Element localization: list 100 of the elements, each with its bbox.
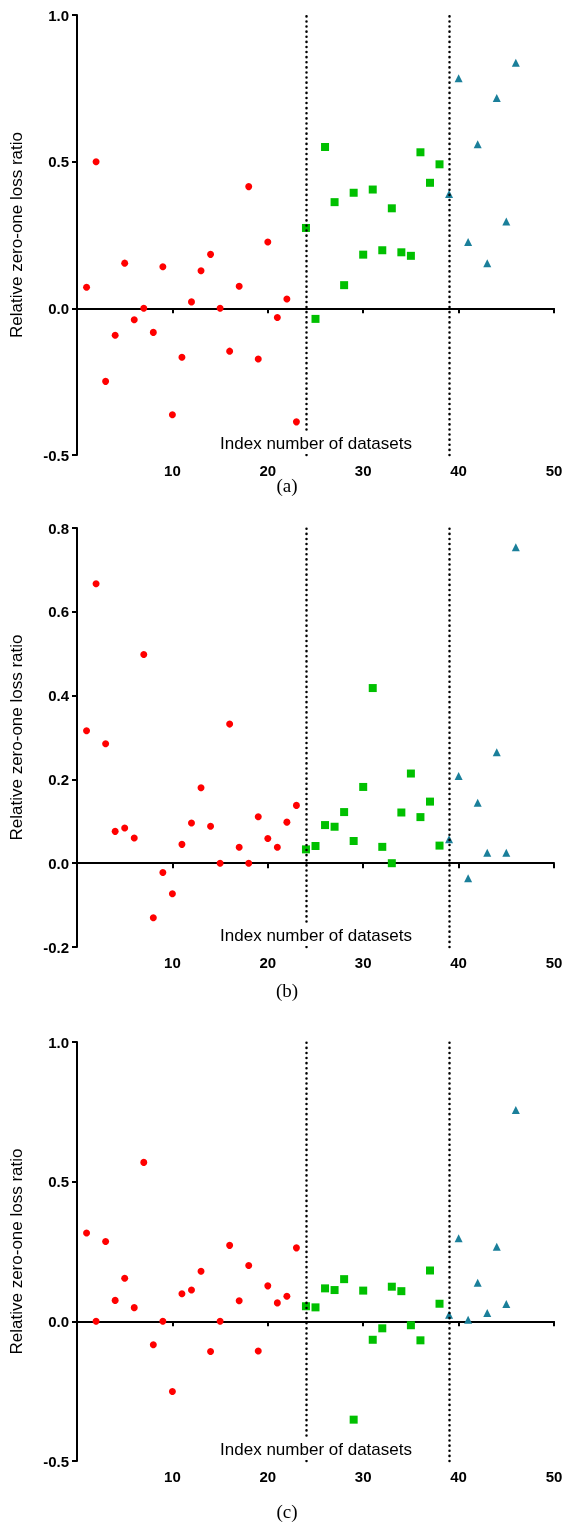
point (121, 259, 129, 267)
point (149, 328, 157, 336)
point (511, 1105, 520, 1114)
point (168, 890, 176, 898)
point (330, 822, 339, 831)
point (130, 834, 138, 842)
y-tick-label: -0.2 (43, 938, 69, 956)
text: (b) (275, 980, 299, 1002)
point (235, 1297, 243, 1305)
point (492, 1242, 501, 1251)
point (226, 1241, 234, 1249)
point (187, 819, 195, 827)
point (397, 248, 406, 257)
point (273, 313, 281, 321)
point (283, 818, 291, 826)
point (387, 204, 396, 213)
point (387, 859, 396, 868)
x-tick-label: 30 (354, 1468, 372, 1485)
point (121, 1274, 129, 1282)
point (111, 331, 119, 339)
point (273, 843, 281, 851)
y-tick-label: 0.4 (48, 687, 70, 705)
y-tick-label: 0.0 (48, 854, 69, 872)
point (92, 1317, 100, 1325)
y-tick-label: 0.5 (48, 1173, 69, 1191)
point (111, 827, 119, 835)
point (416, 813, 425, 822)
point (416, 148, 425, 157)
point (378, 1324, 387, 1333)
point (264, 238, 272, 246)
point (349, 1415, 358, 1424)
point (130, 1304, 138, 1312)
x-axis-title: Index number of datasets (220, 1440, 412, 1459)
point (483, 1308, 492, 1317)
point (187, 298, 195, 306)
point (254, 1347, 262, 1355)
point (168, 1387, 176, 1395)
point (349, 836, 358, 845)
point (149, 914, 157, 922)
point (216, 1317, 224, 1325)
point (283, 295, 291, 303)
point (368, 684, 377, 693)
x-tick-label: 50 (545, 954, 563, 971)
point (330, 198, 339, 207)
point (378, 246, 387, 255)
point (216, 859, 224, 867)
point (340, 808, 349, 817)
point (292, 1244, 300, 1252)
point (397, 1287, 406, 1296)
point (159, 263, 167, 271)
x-tick-label: 40 (450, 1468, 467, 1485)
point (359, 1286, 368, 1295)
point (340, 281, 349, 290)
y-tick-label: 0.8 (48, 519, 69, 537)
point (425, 178, 434, 187)
point (83, 283, 91, 291)
point (292, 801, 300, 809)
text: (a) (276, 475, 298, 497)
point (102, 377, 110, 385)
point (245, 1261, 253, 1269)
y-tick-label: 0.0 (48, 1312, 69, 1330)
point (216, 304, 224, 312)
point (102, 1237, 110, 1245)
x-tick-label: 20 (259, 462, 277, 479)
point (159, 868, 167, 876)
y-tick-label: 0.5 (48, 153, 69, 171)
x-tick-label: 30 (354, 462, 372, 479)
point (197, 267, 205, 275)
point (416, 1336, 425, 1345)
x-tick-label: 20 (259, 1468, 277, 1485)
point (102, 740, 110, 748)
y-axis-title: Relative zero-one loss ratio (7, 1148, 26, 1355)
point (435, 160, 444, 169)
point (311, 314, 320, 323)
point (121, 824, 129, 832)
point (511, 58, 520, 67)
y-tick-label: 0.0 (48, 299, 69, 317)
point (473, 1278, 482, 1287)
point (187, 1286, 195, 1294)
point (264, 834, 272, 842)
point (321, 143, 330, 151)
x-tick-label: 40 (450, 954, 467, 971)
point (197, 784, 205, 792)
point (178, 353, 186, 361)
point (83, 1229, 91, 1237)
point (425, 797, 434, 806)
point (264, 1282, 272, 1290)
y-axis-title: Relative zero-one loss ratio (7, 132, 26, 338)
point (226, 720, 234, 728)
point (254, 355, 262, 363)
point (235, 282, 243, 290)
point (245, 183, 253, 191)
x-tick-label: 20 (259, 954, 277, 971)
y-tick-label: -0.5 (43, 446, 69, 464)
x-tick-label: 10 (164, 462, 181, 479)
point (473, 798, 482, 807)
point (140, 1158, 148, 1166)
point (130, 316, 138, 324)
point (359, 250, 368, 259)
text: (c) (276, 1501, 298, 1523)
